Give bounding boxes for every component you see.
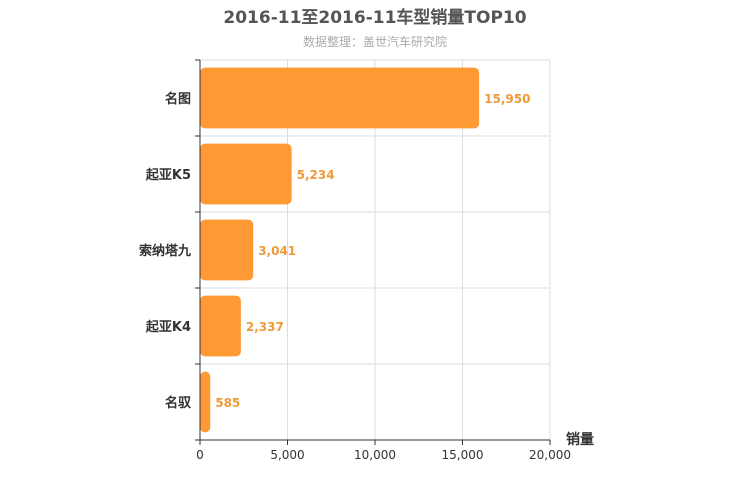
category-label: 名图 (165, 91, 191, 107)
category-label: 名驭 (165, 395, 192, 411)
bar (200, 371, 211, 433)
category-label: 起亚K4 (145, 319, 191, 335)
data-label: 15,950 (484, 92, 530, 106)
axes (195, 59, 551, 445)
chart-title: 2016-11至2016-11车型销量TOP10 (223, 7, 526, 28)
data-label: 3,041 (258, 244, 296, 258)
data-label: 2,337 (246, 320, 284, 334)
data-label: 5,234 (297, 168, 335, 182)
bar (200, 67, 480, 129)
chart-subtitle: 数据整理：盖世汽车研究院 (303, 34, 447, 49)
x-tick-label: 20,000 (529, 448, 571, 462)
labels: 名图 15,950 起亚K5 5,234 索纳塔九 3,041 起亚K4 2,337 名驭 585… (139, 91, 571, 462)
bars (200, 67, 480, 433)
category-label: 索纳塔九 (139, 243, 191, 259)
x-tick-label: 10,000 (354, 448, 396, 462)
bar (200, 143, 292, 205)
bar (200, 219, 254, 281)
category-label: 起亚K5 (145, 167, 191, 183)
x-tick-label: 5,000 (270, 448, 304, 462)
x-tick-label: 0 (196, 448, 204, 462)
data-label: 585 (215, 396, 240, 410)
x-axis-title: 销量 (566, 431, 594, 448)
bar (200, 295, 241, 357)
x-tick-label: 15,000 (442, 448, 484, 462)
